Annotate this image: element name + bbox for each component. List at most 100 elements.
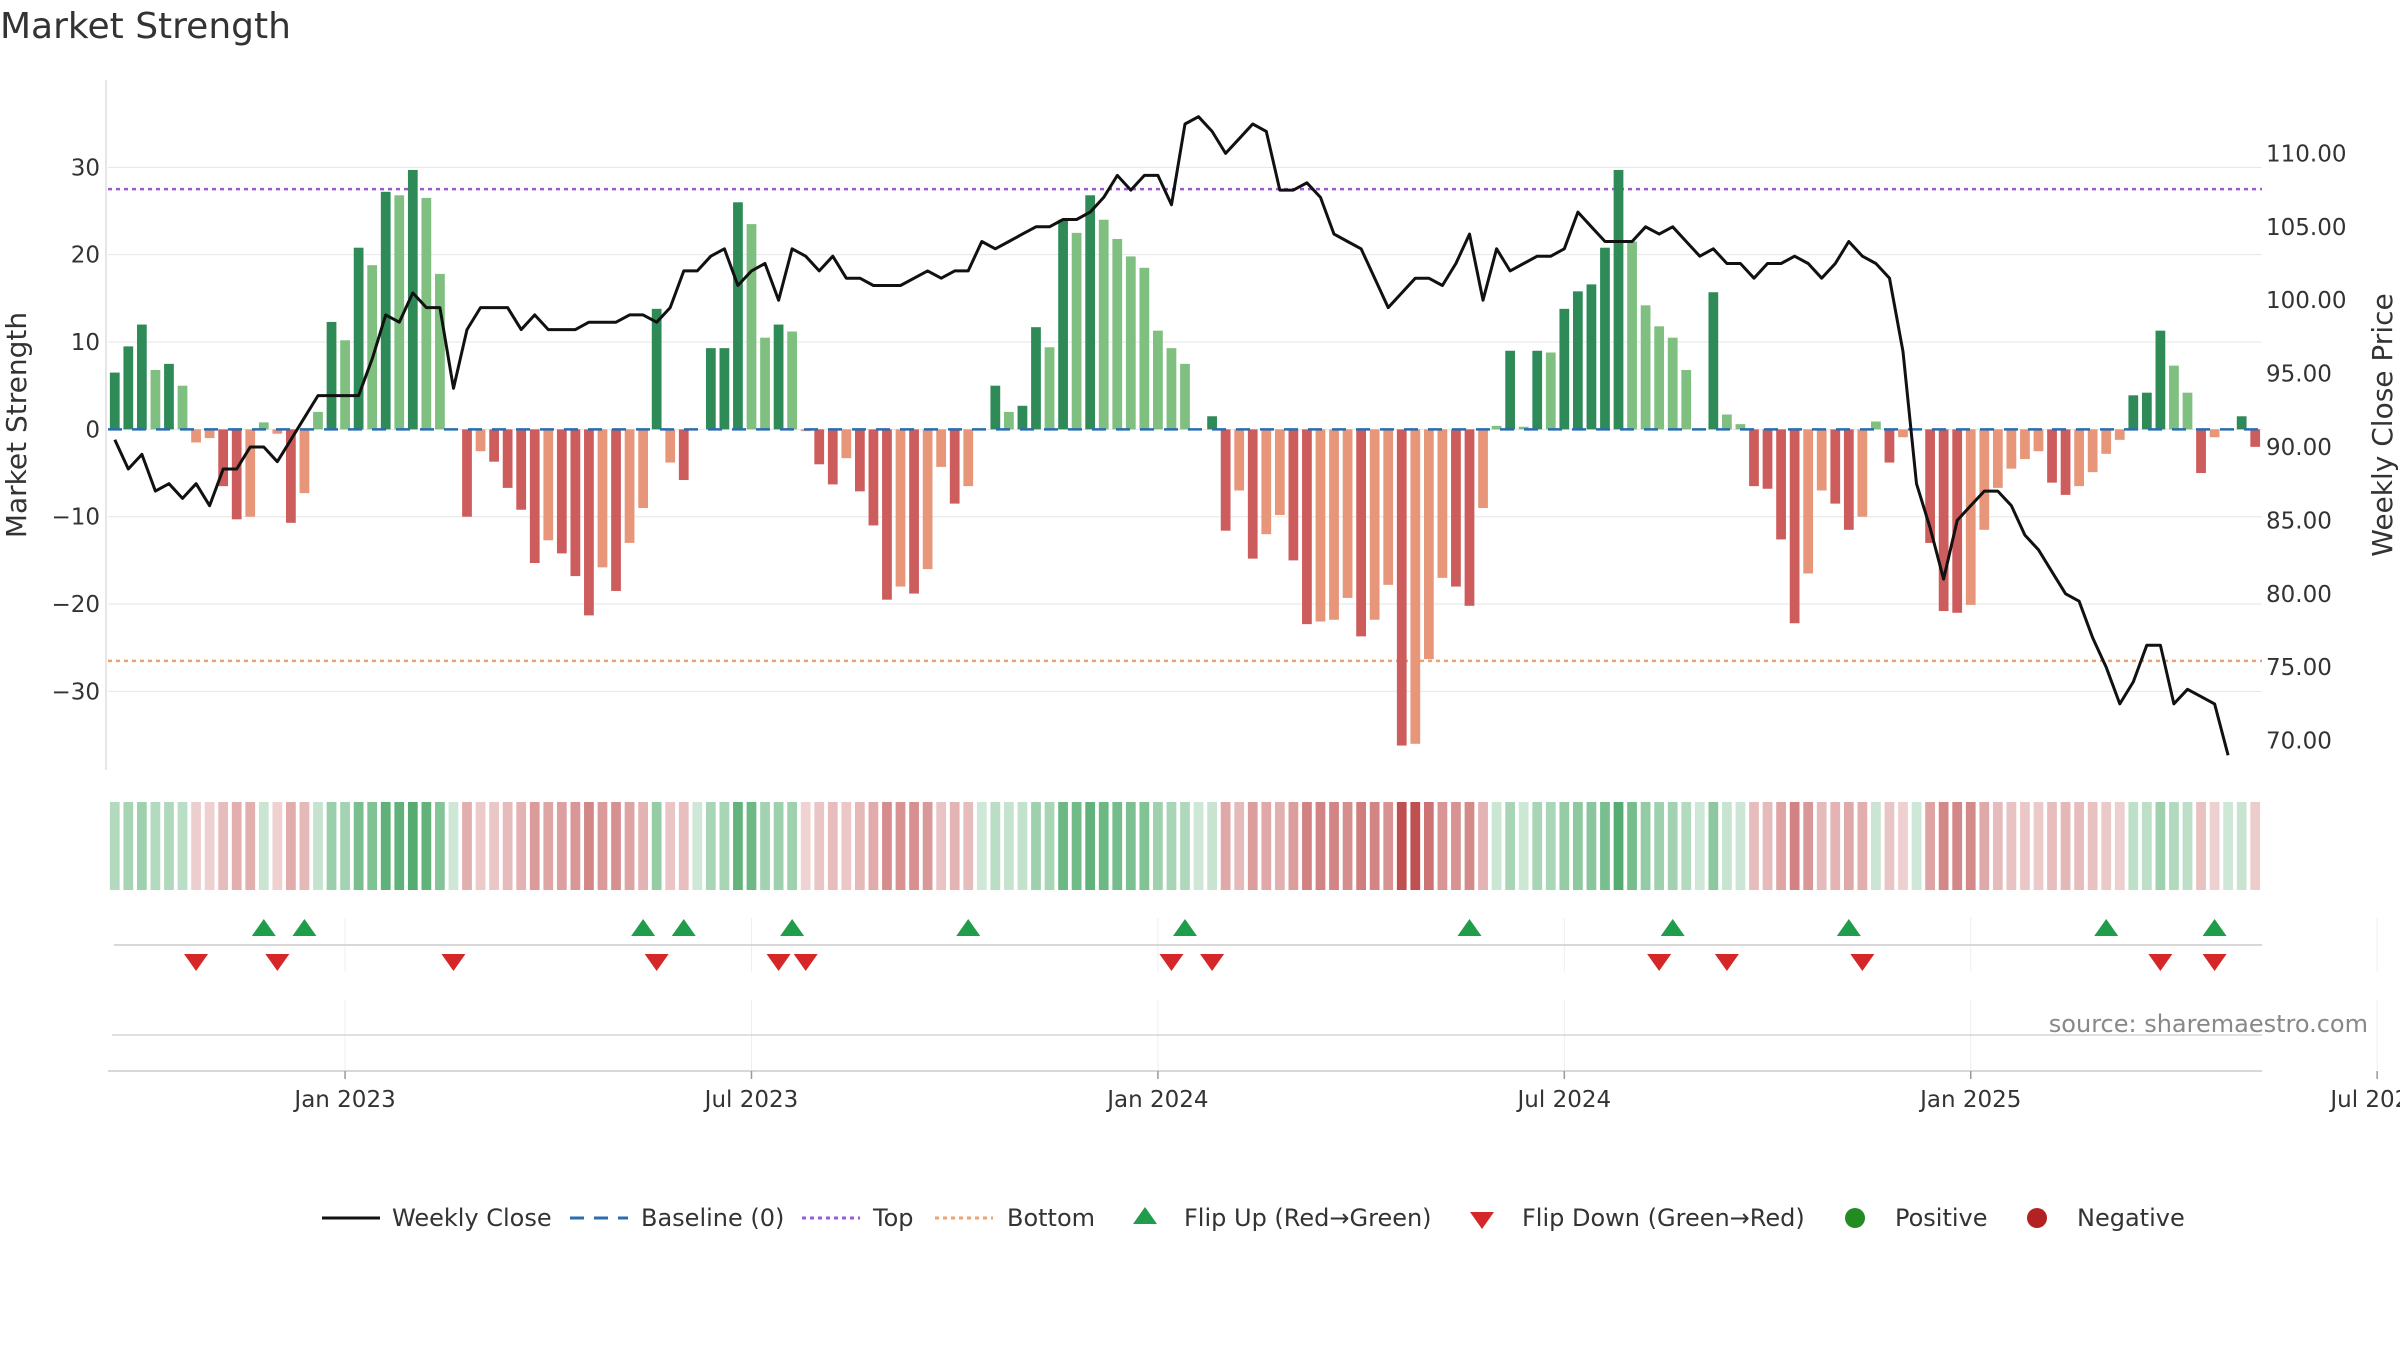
heat-cell [773,802,784,890]
heat-cell [516,802,527,890]
heat-cell [475,802,486,890]
legend-label-baseline: Baseline (0) [641,1204,784,1232]
flip-up-marker [251,919,276,936]
strength-bar [1803,429,1814,574]
strength-bar [1532,350,1543,430]
flip-down-marker [265,954,290,971]
heat-cell [340,802,350,890]
legend-label-bottom: Bottom [1007,1204,1095,1232]
heat-cell [489,802,499,890]
strength-bar [1315,429,1326,622]
heat-cell [421,802,432,890]
heat-cell [1681,802,1692,890]
heat-cell [2114,802,2125,890]
x-tick-label: Jul 2025 [2328,1087,2400,1113]
strength-bar [231,429,242,520]
strength-bar [1369,429,1380,620]
strength-bar [421,197,432,430]
strength-bar [868,429,879,526]
heat-cell [1315,802,1326,890]
strength-bar [1992,429,2003,488]
strength-bar [1559,308,1570,430]
heat-cell [1857,802,1868,890]
heat-cell [529,802,540,890]
strength-bar [1004,411,1014,430]
heat-cell [2196,802,2206,890]
heat-cell [1234,802,1245,890]
heat-cell [1437,802,1448,890]
strength-bar [1288,429,1299,561]
flip-up-marker [631,919,656,936]
reference-lines [108,187,2262,663]
strength-bar [1572,291,1583,430]
heat-cell [272,802,283,890]
strength-bar [1938,429,1949,612]
heat-cell [854,802,865,890]
heat-cell [1207,802,1217,890]
strength-bar [191,429,201,443]
strength-bar [1247,429,1258,559]
y-left-tick-label: 30 [71,155,100,181]
strength-bar [177,385,188,430]
heat-cell [2087,802,2098,890]
heat-cell [2033,802,2044,890]
heat-cell [2047,802,2057,890]
heat-cell [1505,802,1516,890]
heat-cell [963,802,974,890]
heat-cell [1410,802,1421,890]
strength-bar [882,429,892,600]
strength-bar [854,429,865,492]
strength-bar [1180,363,1190,430]
heat-cell [1153,802,1163,890]
y-right-tick-label: 100.00 [2266,288,2346,314]
heat-cell [1274,802,1285,890]
heat-cell [1600,802,1610,890]
strength-bar [827,429,838,485]
strength-bar [570,429,581,577]
strength-bar [760,337,770,430]
strength-bar [1627,241,1637,430]
strength-bar [1681,369,1692,430]
strength-bar [1139,267,1150,430]
heat-cell [1383,802,1394,890]
flip-down-marker [793,954,818,971]
strength-bar [1085,195,1096,430]
heat-cell [1925,802,1935,890]
heat-cell [1667,802,1678,890]
heat-cell [1261,802,1272,890]
strength-bar [1898,429,1908,438]
heat-cell [1356,802,1366,890]
strength-bar [204,429,215,439]
heat-cell [435,802,445,890]
heat-cell [2074,802,2084,890]
strength-bar [556,429,567,554]
strength-heat-strip [109,802,2261,890]
heat-cell [814,802,825,890]
strength-bar [1762,429,1773,489]
heat-cell [1423,802,1434,890]
legend-label-top: Top [872,1204,914,1232]
strength-bar [2141,392,2152,430]
flip-up-marker [671,919,696,936]
y-left-tick-label: 20 [71,243,100,269]
flip-down-marker [2148,954,2173,971]
strength-bar [1383,429,1394,585]
strength-bar [1058,219,1068,430]
strength-bar [218,429,229,487]
heat-cell [204,802,215,890]
legend-swatch-negative [2027,1208,2047,1228]
strength-bar [286,429,296,523]
heat-cell [407,802,418,890]
strength-bar [1586,284,1597,430]
heat-cell [1640,802,1651,890]
heat-cell [164,802,174,890]
heat-cell [787,802,798,890]
flip-up-marker [1836,919,1861,936]
strength-bar [516,429,527,510]
strength-bar [2155,330,2166,430]
heat-cell [1952,802,1963,890]
strength-bar [746,224,757,430]
strength-bar [909,429,919,594]
y-left-tick-label: −30 [51,679,100,705]
strength-bar [2047,429,2057,483]
